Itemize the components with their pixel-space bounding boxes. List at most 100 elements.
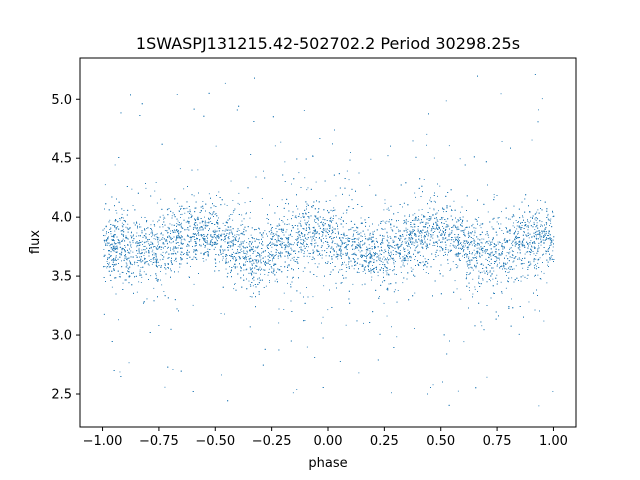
data-point — [409, 240, 411, 242]
data-point — [208, 193, 210, 195]
data-point — [395, 253, 397, 255]
data-point — [322, 242, 324, 244]
data-point — [509, 251, 511, 253]
data-point — [124, 255, 126, 257]
data-point — [142, 244, 143, 245]
data-point — [538, 109, 539, 111]
data-point — [130, 263, 132, 265]
data-point — [497, 280, 498, 282]
data-point — [248, 238, 250, 240]
data-point — [534, 275, 535, 277]
data-point — [197, 219, 199, 221]
data-point — [375, 253, 377, 254]
data-point — [304, 251, 305, 253]
data-point — [315, 231, 317, 233]
data-point — [270, 238, 272, 240]
data-point — [490, 275, 492, 277]
data-point — [433, 157, 435, 159]
data-point — [377, 253, 378, 255]
data-point — [541, 271, 542, 273]
data-point — [501, 292, 503, 294]
data-point — [143, 249, 144, 251]
data-point — [415, 217, 417, 219]
data-point — [463, 254, 465, 256]
data-point — [274, 145, 276, 147]
data-point — [199, 227, 201, 229]
data-point — [108, 262, 110, 264]
data-point — [314, 240, 316, 242]
data-point — [193, 283, 195, 285]
data-point — [156, 248, 157, 250]
data-point — [224, 82, 226, 84]
data-point — [538, 234, 540, 235]
data-point — [551, 241, 552, 243]
data-point — [408, 234, 409, 235]
data-point — [317, 211, 319, 213]
data-point — [237, 202, 239, 204]
data-point — [373, 240, 375, 242]
data-point — [480, 223, 482, 225]
data-point — [126, 265, 128, 267]
data-point — [416, 245, 418, 247]
data-point — [535, 255, 537, 256]
data-point — [114, 241, 115, 243]
data-point — [137, 260, 139, 261]
data-point — [490, 244, 492, 245]
data-point — [517, 231, 519, 232]
data-point — [358, 249, 360, 251]
data-point — [389, 245, 390, 247]
data-point — [250, 234, 252, 236]
data-point — [406, 240, 408, 242]
data-point — [384, 259, 386, 261]
data-point — [162, 243, 164, 245]
data-point — [346, 209, 347, 211]
data-point — [464, 235, 466, 237]
data-point — [364, 233, 366, 235]
data-point — [269, 280, 270, 281]
data-point — [212, 237, 214, 239]
data-point — [374, 267, 375, 269]
data-point — [460, 211, 461, 213]
data-point — [167, 226, 169, 228]
data-point — [194, 222, 196, 224]
data-point — [448, 145, 450, 147]
data-point — [339, 269, 341, 271]
data-point — [460, 252, 461, 254]
data-point — [359, 243, 361, 245]
data-point — [515, 242, 517, 244]
data-point — [322, 222, 324, 223]
data-point — [304, 320, 306, 321]
data-point — [457, 265, 459, 267]
data-point — [202, 201, 204, 202]
data-point — [366, 246, 368, 248]
data-point — [223, 233, 225, 235]
data-point — [323, 238, 324, 239]
data-point — [316, 217, 317, 219]
data-point — [402, 282, 404, 284]
data-point — [362, 254, 364, 256]
data-point — [434, 254, 436, 256]
data-point — [180, 214, 182, 215]
data-point — [455, 255, 457, 257]
data-point — [418, 235, 419, 237]
data-point — [128, 271, 130, 273]
data-point — [172, 241, 174, 243]
data-point — [386, 220, 388, 222]
data-point — [463, 246, 465, 248]
data-point — [407, 221, 409, 222]
data-point — [358, 242, 360, 244]
data-point — [414, 218, 416, 220]
data-point — [218, 227, 220, 229]
data-point — [139, 271, 141, 272]
data-point — [472, 278, 474, 280]
data-point — [511, 298, 512, 300]
data-point — [177, 220, 179, 222]
data-point — [207, 248, 209, 250]
data-point — [508, 253, 510, 255]
data-point — [204, 246, 206, 248]
data-point — [201, 235, 202, 237]
data-point — [292, 215, 294, 216]
data-point — [347, 252, 348, 254]
data-point — [362, 271, 364, 272]
data-point — [292, 277, 293, 279]
